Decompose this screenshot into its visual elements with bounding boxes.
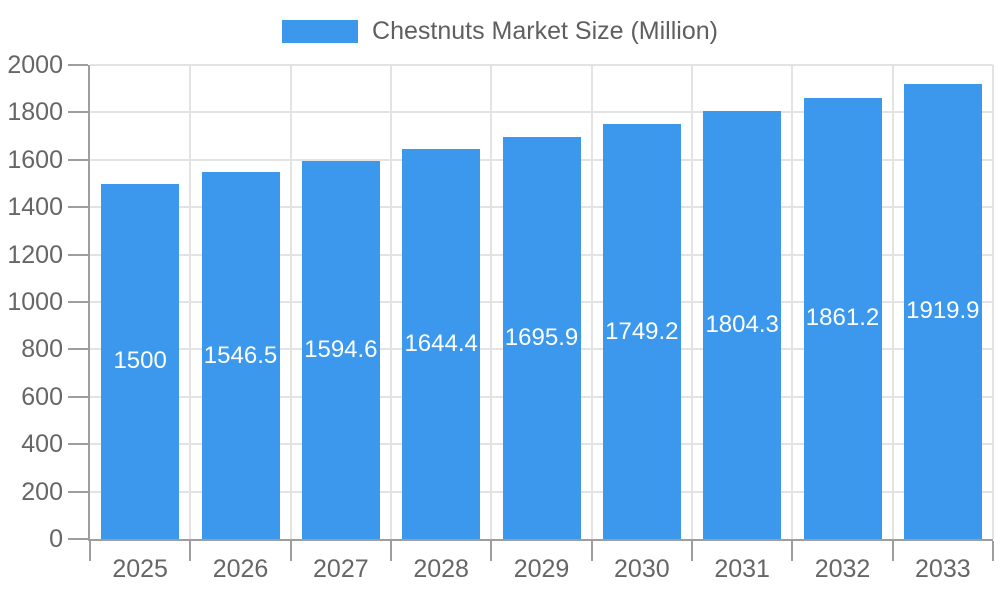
plot-area: 1500 1546.5 1594.6 1644.4 1695.9 1749.2 1804.3… <box>88 64 994 541</box>
legend-label: Chestnuts Market Size (Million) <box>372 17 718 45</box>
bar-2032[interactable]: 1861.2 <box>803 97 882 539</box>
gridline-vertical <box>490 65 493 539</box>
x-axis-tick <box>490 541 493 561</box>
y-axis-tick <box>68 301 88 303</box>
x-axis-tick <box>390 541 392 561</box>
y-axis-tick <box>68 253 88 256</box>
bar-2030[interactable]: 1749.2 <box>602 124 681 539</box>
bar-value-label: 1644.4 <box>404 330 478 358</box>
y-axis-tick <box>68 206 88 209</box>
gridline-vertical <box>289 65 292 539</box>
y-axis-tick <box>68 490 88 493</box>
bar-value-label: 1749.2 <box>605 317 679 345</box>
bar-value-label: 1594.6 <box>304 336 378 364</box>
x-axis-tick <box>89 541 91 561</box>
y-axis-tick <box>68 395 88 398</box>
y-axis-label: 1600 <box>7 145 63 174</box>
bar-value-label: 1804.3 <box>705 311 779 339</box>
y-axis-label: 1200 <box>7 240 63 269</box>
bar-2027[interactable]: 1594.6 <box>301 161 380 539</box>
bar-2033[interactable]: 1919.9 <box>903 83 982 539</box>
x-axis-label: 2030 <box>614 555 670 583</box>
legend[interactable]: Chestnuts Market Size (Million) <box>0 17 1000 46</box>
y-axis-label: 1800 <box>7 98 63 127</box>
gridline-vertical <box>390 65 392 539</box>
y-axis-tick <box>68 443 88 446</box>
x-axis-tick <box>992 541 994 561</box>
y-axis-label: 2000 <box>7 51 63 79</box>
y-axis-tick <box>68 64 88 66</box>
x-axis-label: 2026 <box>212 555 269 583</box>
bar-value-label: 1861.2 <box>805 304 880 332</box>
bar-2028[interactable]: 1644.4 <box>402 149 481 539</box>
gridline-horizontal <box>90 111 993 114</box>
x-axis-tick <box>289 541 292 561</box>
x-axis-label: 2025 <box>112 555 168 583</box>
y-axis-label: 600 <box>21 382 63 411</box>
gridline-vertical <box>590 65 593 539</box>
gridline-horizontal <box>90 64 993 66</box>
gridline-vertical <box>189 65 192 539</box>
y-axis-label: 200 <box>21 477 63 506</box>
x-axis-label: 2033 <box>915 555 971 583</box>
gridline-vertical <box>791 65 794 539</box>
y-axis-label: 800 <box>21 335 63 364</box>
x-axis-label: 2032 <box>814 555 871 583</box>
x-axis-label: 2027 <box>313 555 369 583</box>
x-axis-tick <box>891 541 894 561</box>
gridline-vertical <box>992 65 994 539</box>
bar-2029[interactable]: 1695.9 <box>502 137 581 539</box>
x-axis-tick <box>189 541 192 561</box>
bar-value-label: 1500 <box>113 347 167 375</box>
y-axis-label: 0 <box>49 525 63 553</box>
bar-2025[interactable]: 1500 <box>101 183 180 539</box>
y-axis-label: 400 <box>21 430 63 459</box>
y-axis-label: 1000 <box>7 288 63 316</box>
y-axis-tick <box>68 348 88 351</box>
x-axis-label: 2029 <box>513 555 570 583</box>
bar-2026[interactable]: 1546.5 <box>201 172 280 539</box>
x-axis-tick <box>691 541 693 561</box>
legend-swatch <box>282 20 359 43</box>
y-axis-tick <box>68 158 88 161</box>
gridline-vertical <box>691 65 693 539</box>
x-axis-label: 2031 <box>714 555 770 583</box>
x-axis-tick <box>791 541 794 561</box>
bar-value-label: 1695.9 <box>504 324 579 352</box>
x-axis-tick <box>590 541 593 561</box>
x-axis-label: 2028 <box>413 555 469 583</box>
y-axis-tick <box>68 538 88 540</box>
bar-2031[interactable]: 1804.3 <box>703 111 782 539</box>
y-axis-tick <box>68 111 88 114</box>
bar-value-label: 1546.5 <box>203 341 278 369</box>
bar-value-label: 1919.9 <box>906 297 980 325</box>
y-axis-label: 1400 <box>7 193 63 222</box>
gridline-vertical <box>891 65 894 539</box>
